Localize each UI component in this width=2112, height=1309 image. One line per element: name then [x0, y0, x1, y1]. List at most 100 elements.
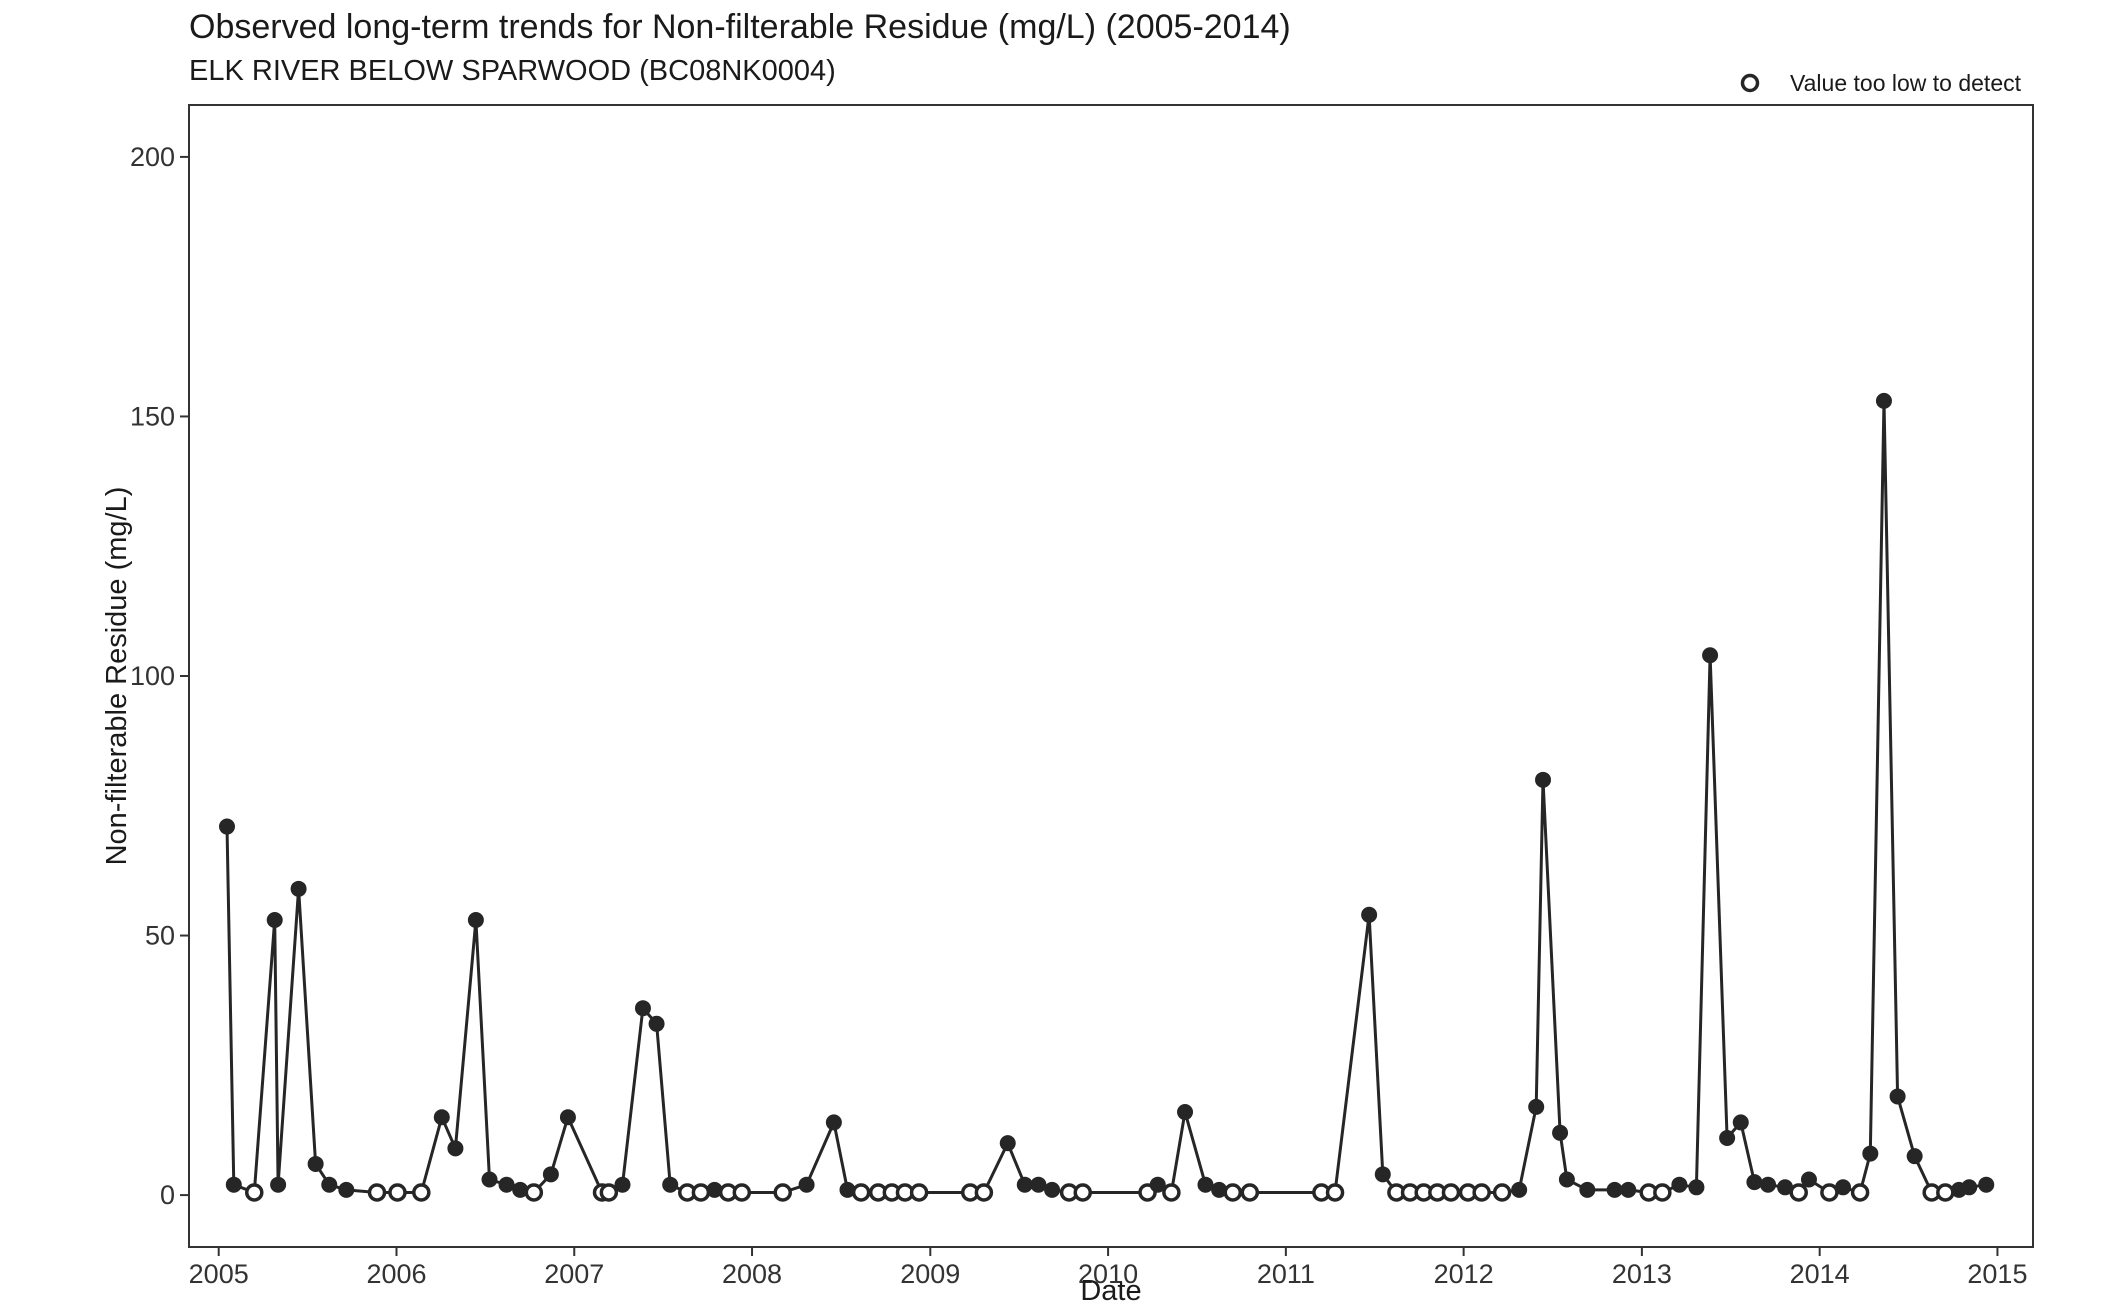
data-point: [1374, 1166, 1391, 1183]
y-tick-label: 150: [130, 401, 175, 431]
x-tick-label: 2009: [900, 1259, 960, 1289]
data-point-below-detection: [1492, 1183, 1512, 1202]
data-point: [321, 1176, 338, 1193]
data-point-below-detection: [1653, 1183, 1672, 1202]
data-point: [1889, 1088, 1906, 1105]
data-point: [999, 1135, 1016, 1152]
data-point: [1620, 1181, 1637, 1198]
legend-open-circle-icon: [1740, 73, 1760, 93]
data-point: [270, 1176, 287, 1193]
data-point: [266, 911, 283, 928]
x-axis-title: Date: [1080, 1275, 1141, 1307]
data-point: [1671, 1176, 1688, 1193]
data-point-below-detection: [1162, 1183, 1181, 1202]
data-point: [1760, 1176, 1777, 1193]
data-point: [498, 1176, 515, 1193]
data-point: [218, 818, 235, 835]
y-axis: 0 50 100 150 200: [130, 142, 189, 1210]
data-point-below-detection: [1820, 1183, 1839, 1202]
data-point-below-detection: [1936, 1183, 1955, 1202]
data-point: [1197, 1176, 1214, 1193]
y-tick-label: 0: [160, 1180, 175, 1210]
data-point-below-detection: [388, 1183, 407, 1202]
data-point: [290, 880, 307, 897]
data-point: [447, 1140, 464, 1157]
data-point-below-detection: [599, 1183, 619, 1202]
data-point: [662, 1176, 679, 1193]
data-point-below-detection: [245, 1183, 264, 1202]
legend: Value too low to detect: [1740, 70, 2022, 96]
chart-subtitle: ELK RIVER BELOW SPARWOOD (BC08NK0004): [189, 55, 836, 87]
data-point: [1511, 1181, 1528, 1198]
data-point: [1528, 1098, 1545, 1115]
data-point: [1732, 1114, 1749, 1131]
data-point: [1800, 1171, 1817, 1188]
data-point: [1558, 1171, 1575, 1188]
data-point: [1862, 1145, 1879, 1162]
data-point-below-detection: [773, 1183, 792, 1202]
x-tick-label: 2008: [722, 1259, 782, 1289]
data-point-below-detection: [851, 1183, 871, 1202]
data-point: [1835, 1179, 1852, 1196]
data-point-below-detection: [732, 1183, 752, 1202]
data-point-below-detection: [1472, 1183, 1491, 1202]
series-line: [225, 399, 1987, 1194]
data-point: [1044, 1181, 1061, 1198]
x-tick-label: 2014: [1790, 1259, 1850, 1289]
data-point: [839, 1181, 856, 1198]
data-point-below-detection: [412, 1183, 431, 1202]
data-point: [1875, 392, 1892, 409]
data-point: [1746, 1174, 1763, 1191]
data-point: [559, 1109, 576, 1126]
data-points: [218, 392, 1995, 1202]
data-point: [542, 1166, 559, 1183]
data-point-below-detection: [367, 1183, 387, 1202]
legend-label: Value too low to detect: [1790, 70, 2022, 96]
data-point: [1688, 1179, 1705, 1196]
data-point: [1535, 771, 1552, 788]
data-point: [1016, 1176, 1033, 1193]
x-tick-label: 2015: [1967, 1259, 2027, 1289]
data-point-below-detection: [1073, 1183, 1093, 1202]
data-point: [614, 1176, 631, 1193]
data-point: [798, 1176, 815, 1193]
data-point: [1211, 1181, 1228, 1198]
plot-panel-border: [188, 104, 2034, 1248]
x-tick-label: 2006: [366, 1259, 426, 1289]
data-point-below-detection: [1240, 1183, 1260, 1202]
x-tick-label: 2007: [544, 1259, 604, 1289]
data-point: [433, 1109, 450, 1126]
data-point-below-detection: [1789, 1183, 1808, 1202]
data-point: [1702, 647, 1719, 664]
y-tick-label: 100: [130, 661, 175, 691]
data-point: [1177, 1104, 1194, 1121]
data-point-below-detection: [691, 1183, 711, 1202]
data-point-below-detection: [974, 1183, 994, 1202]
data-point: [825, 1114, 842, 1131]
x-tick-label: 2012: [1434, 1259, 1494, 1289]
data-point: [1149, 1176, 1166, 1193]
data-point: [1719, 1129, 1736, 1146]
data-point: [1961, 1179, 1978, 1196]
data-point-below-detection: [1850, 1183, 1870, 1202]
data-point: [1030, 1176, 1047, 1193]
x-tick-label: 2013: [1612, 1259, 1672, 1289]
data-point-below-detection: [524, 1183, 544, 1202]
data-point-below-detection: [1223, 1183, 1243, 1202]
y-tick-label: 50: [145, 921, 175, 951]
data-point: [338, 1181, 355, 1198]
data-point: [648, 1015, 665, 1032]
data-point: [634, 1000, 651, 1017]
y-tick-label: 200: [130, 142, 175, 172]
data-point-below-detection: [1325, 1183, 1345, 1202]
data-point: [512, 1181, 529, 1198]
data-point: [467, 911, 484, 928]
data-point-below-detection: [909, 1183, 929, 1202]
x-tick-label: 2010: [1078, 1259, 1138, 1289]
data-point: [481, 1171, 498, 1188]
data-point: [1552, 1124, 1569, 1141]
data-point: [1361, 906, 1378, 923]
data-point: [706, 1181, 723, 1198]
chart-title: Observed long-term trends for Non-filter…: [189, 8, 1291, 46]
